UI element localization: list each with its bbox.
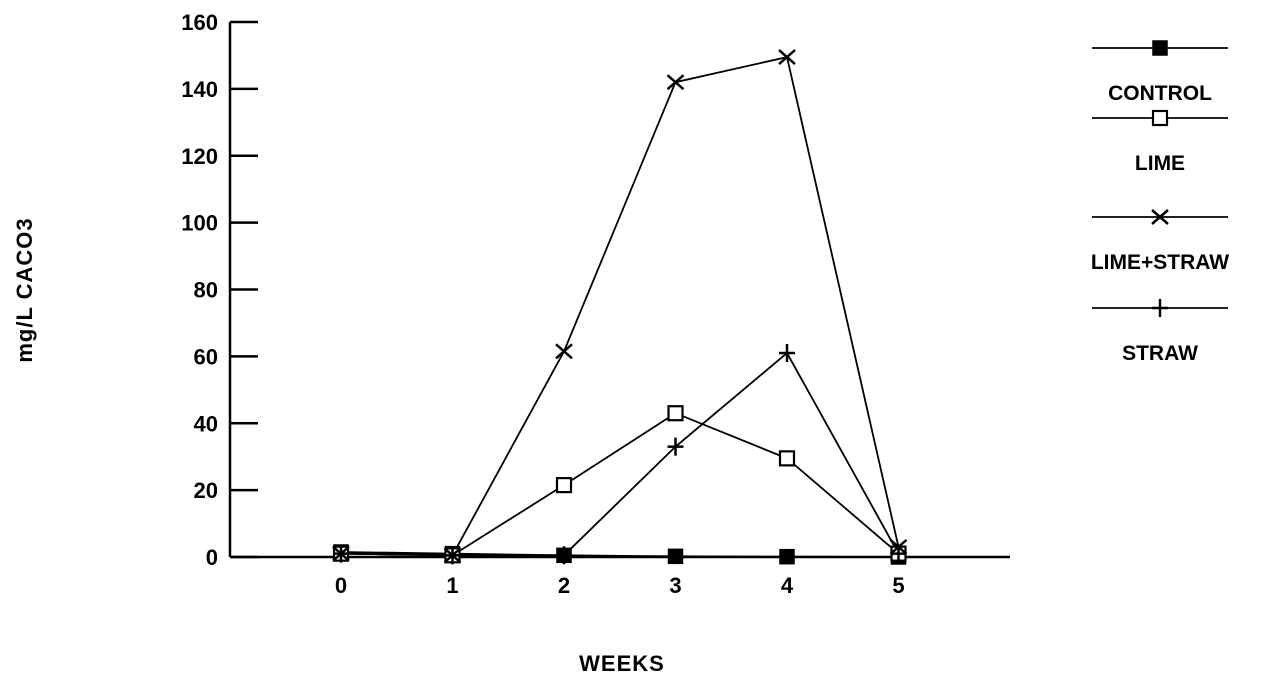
series-line-lime-straw (340, 56, 900, 557)
x-tick-label: 3 (669, 573, 681, 598)
legend-marker-lime (1151, 109, 1169, 127)
x-tick-label: 5 (892, 573, 904, 598)
y-tick-label: 100 (181, 211, 218, 236)
y-tick-label: 60 (194, 344, 218, 369)
y-tick-label: 120 (181, 144, 218, 169)
point-lime-straw (666, 74, 685, 91)
legend: CONTROL LIME LIME+STRAW STRAW (1091, 40, 1229, 365)
series-line-control (340, 551, 899, 558)
point-control (667, 548, 684, 565)
point-control (779, 548, 795, 565)
series-line-lime (340, 412, 900, 557)
legend-label-straw: STRAW (1122, 342, 1198, 365)
y-tick-label: 140 (181, 77, 218, 102)
point-straw (556, 546, 572, 565)
y-tick-label: 40 (194, 411, 218, 436)
series-line-straw (340, 351, 900, 557)
point-straw (890, 544, 907, 563)
point-lime-straw (778, 49, 796, 66)
legend-label-lime: LIME (1135, 152, 1185, 175)
x-tick-label: 4 (781, 573, 794, 598)
legend-label-control: CONTROL (1108, 82, 1212, 105)
y-tick-label: 0 (206, 545, 218, 570)
point-straw (444, 546, 461, 565)
point-straw (333, 544, 349, 563)
x-tick-label: 1 (446, 573, 458, 598)
point-straw (779, 344, 795, 363)
y-tick-label: 20 (194, 478, 218, 503)
x-tick-label: 0 (335, 573, 347, 598)
legend-marker-lime-straw (1151, 209, 1169, 225)
y-axis-title: mg/L CACO3 (12, 217, 37, 362)
x-tick-label: 2 (558, 573, 570, 598)
legend-marker-straw (1152, 299, 1168, 317)
point-lime (667, 405, 684, 422)
point-lime-straw (555, 343, 573, 360)
y-tick-label: 80 (194, 278, 218, 303)
point-straw (667, 437, 684, 456)
point-lime (555, 477, 573, 494)
x-axis-title: WEEKS (579, 651, 665, 676)
legend-label-lime-straw: LIME+STRAW (1091, 251, 1229, 274)
plot-area: 0 20 40 60 80 100 120 140 160 0 1 2 3 4 5 (181, 10, 1010, 598)
point-lime (778, 450, 796, 467)
legend-marker-control (1152, 40, 1168, 56)
y-tick-label: 160 (181, 10, 218, 35)
